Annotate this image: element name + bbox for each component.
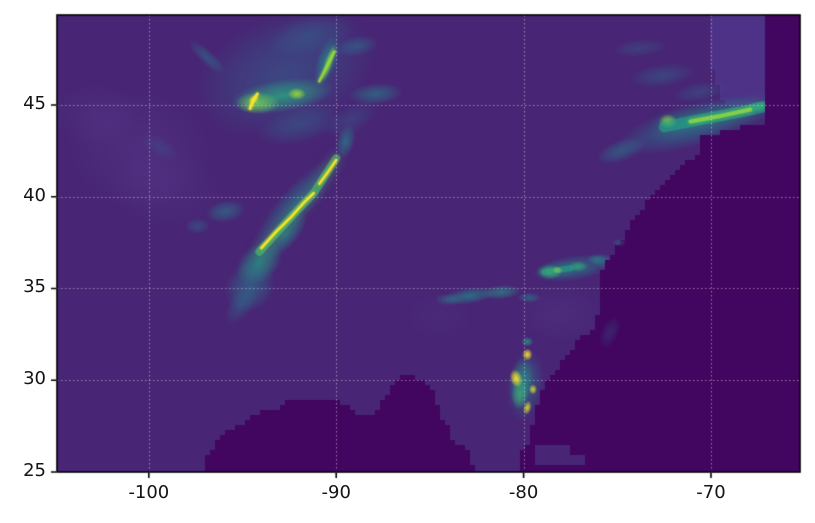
y-tick-label: 35 bbox=[23, 276, 46, 298]
y-tick-label: 45 bbox=[23, 92, 46, 114]
x-tick-label: -90 bbox=[321, 482, 351, 503]
x-tick-label: -80 bbox=[508, 482, 539, 503]
y-tick-label: 25 bbox=[23, 460, 46, 481]
y-tick-label: 40 bbox=[23, 184, 46, 206]
y-tick-label: 30 bbox=[23, 368, 46, 390]
x-tick-label: -70 bbox=[696, 482, 726, 503]
x-tick-label: -100 bbox=[128, 482, 170, 503]
